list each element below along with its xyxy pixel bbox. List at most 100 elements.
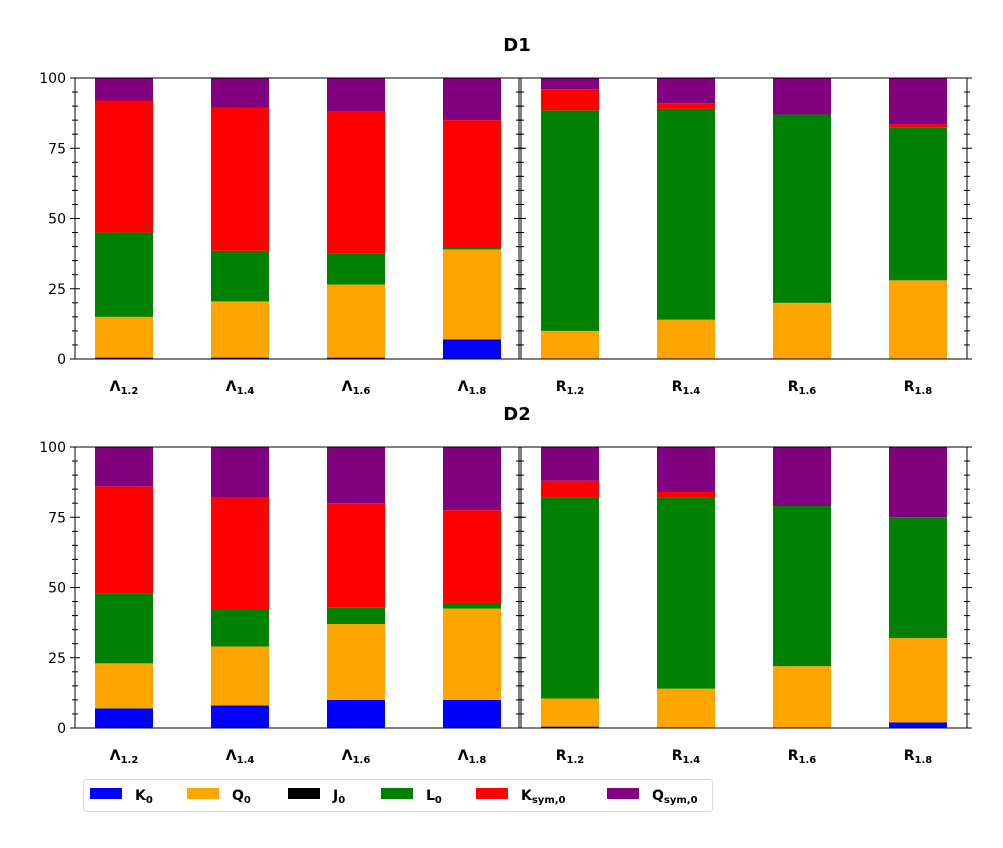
x-tick-label: R1.4: [672, 379, 701, 397]
x-tick-label: Λ1.6: [342, 379, 371, 397]
x-tick-label: Λ1.6: [342, 748, 371, 766]
bar-Qsym0-Λ1.6: [327, 447, 385, 504]
x-tick-label: Λ1.4: [226, 379, 255, 397]
bar-Ksym0-Λ1.8: [443, 120, 501, 249]
bar-K0-Λ1.6: [327, 699, 385, 728]
x-tick-label: Λ1.4: [226, 748, 255, 766]
bar-Ksym0-Λ1.2: [95, 486, 153, 594]
bar-Q0-R1.8: [889, 638, 947, 723]
bar-Ksym0-R1.4: [657, 491, 715, 498]
bar-Ksym0-Λ1.2: [95, 100, 153, 233]
x-tick-label: Λ1.8: [458, 379, 487, 397]
bar-L0-Λ1.8: [443, 602, 501, 609]
legend-label-Qsym0: Qsym,0: [652, 788, 698, 806]
bar-Q0-R1.6: [773, 666, 831, 728]
bar-Q0-R1.2: [541, 698, 599, 727]
bar-L0-Λ1.4: [211, 250, 269, 302]
bar-K0-Λ1.6: [327, 357, 385, 359]
bar-K0-R1.8: [889, 722, 947, 728]
legend-swatch-Ksym0: [476, 788, 508, 799]
y-tick-label: 50: [48, 581, 66, 597]
bar-L0-R1.6: [773, 506, 831, 667]
chart-title: D1: [503, 35, 530, 56]
panel-D1-right: R1.2 R1.4 R1.6 R1.8: [516, 77, 972, 397]
bar-K0-Λ1.4: [211, 357, 269, 359]
bar-L0-R1.4: [657, 108, 715, 320]
bar-Q0-R1.4: [657, 319, 715, 359]
bar-Ksym0-Λ1.6: [327, 111, 385, 254]
legend-label-Q0: Q0: [232, 788, 251, 806]
y-tick-label: 75: [48, 510, 66, 526]
bar-Q0-Λ1.2: [95, 663, 153, 709]
bar-Qsym0-Λ1.4: [211, 78, 269, 108]
bar-Q0-R1.8: [889, 280, 947, 359]
legend-swatch-K0: [90, 788, 122, 799]
legend-label-L0: L0: [426, 788, 442, 806]
bar-Q0-Λ1.6: [327, 624, 385, 700]
x-tick-label: Λ1.8: [458, 748, 487, 766]
panel-D2-left: Λ1.2 Λ1.4 Λ1.6 Λ1.8 0 25 50 75 100: [39, 440, 524, 766]
bar-Ksym0-Λ1.6: [327, 503, 385, 608]
bar-Q0-Λ1.4: [211, 301, 269, 358]
bar-L0-R1.4: [657, 497, 715, 689]
bar-L0-Λ1.8: [443, 248, 501, 250]
bar-Qsym0-Λ1.6: [327, 78, 385, 112]
bar-Ksym0-R1.4: [657, 103, 715, 109]
bar-Q0-R1.2: [541, 330, 599, 359]
legend: K0 Q0 J0 L0 Ksym,0 Qsym,0: [83, 779, 713, 812]
bar-Qsym0-Λ1.2: [95, 447, 153, 487]
legend-label-J0: J0: [332, 788, 345, 806]
legend-swatch-Qsym0: [607, 788, 639, 799]
x-tick-label: R1.4: [672, 748, 701, 766]
x-tick-label: R1.2: [556, 379, 585, 397]
bar-Ksym0-Λ1.8: [443, 510, 501, 603]
bar-Ksym0-R1.2: [541, 89, 599, 111]
bar-Ksym0-Λ1.4: [211, 497, 269, 610]
bar-Ksym0-R1.2: [541, 480, 599, 498]
bar-L0-Λ1.6: [327, 253, 385, 285]
x-tick-label: R1.6: [788, 748, 817, 766]
bar-Qsym0-R1.2: [541, 78, 599, 90]
bar-Q0-Λ1.4: [211, 646, 269, 706]
x-tick-label: R1.8: [904, 379, 933, 397]
chart-title: D2: [503, 404, 530, 425]
panel-D1-left: Λ1.2 Λ1.4 Λ1.6 Λ1.8 0 25 50 75 100: [39, 71, 524, 397]
bar-L0-R1.8: [889, 127, 947, 281]
bar-Qsym0-Λ1.4: [211, 447, 269, 498]
panel-D2-right: R1.2 R1.4 R1.6 R1.8: [516, 446, 972, 766]
bar-Ksym0-R1.8: [889, 124, 947, 128]
bar-Q0-Λ1.8: [443, 249, 501, 340]
bar-L0-Λ1.2: [95, 232, 153, 317]
bar-Q0-Λ1.2: [95, 316, 153, 358]
y-tick-label: 75: [48, 141, 66, 157]
bar-L0-R1.8: [889, 517, 947, 639]
bar-K0-R1.2: [541, 726, 599, 728]
bar-Qsym0-R1.8: [889, 447, 947, 518]
bar-Qsym0-R1.2: [541, 447, 599, 481]
bar-L0-Λ1.6: [327, 607, 385, 625]
bar-L0-Λ1.4: [211, 609, 269, 647]
bar-L0-Λ1.2: [95, 593, 153, 664]
bar-L0-R1.2: [541, 497, 599, 699]
y-tick-label: 25: [48, 651, 66, 667]
bar-Q0-Λ1.8: [443, 608, 501, 700]
bar-K0-Λ1.8: [443, 339, 501, 359]
bar-Qsym0-Λ1.8: [443, 78, 501, 121]
bar-Ksym0-Λ1.4: [211, 107, 269, 251]
bar-Qsym0-Λ1.8: [443, 447, 501, 511]
x-tick-label: R1.8: [904, 748, 933, 766]
y-tick-label: 0: [57, 352, 66, 368]
x-tick-label: Λ1.2: [110, 748, 139, 766]
y-tick-label: 100: [39, 440, 66, 456]
bar-Qsym0-R1.6: [773, 78, 831, 115]
x-tick-label: R1.2: [556, 748, 585, 766]
y-tick-label: 100: [39, 71, 66, 87]
bar-K0-Λ1.2: [95, 708, 153, 728]
bar-Qsym0-R1.8: [889, 78, 947, 125]
y-tick-label: 25: [48, 282, 66, 298]
bar-L0-R1.6: [773, 114, 831, 303]
bar-Qsym0-R1.4: [657, 447, 715, 492]
bar-Q0-R1.4: [657, 688, 715, 728]
bar-Qsym0-R1.4: [657, 78, 715, 104]
